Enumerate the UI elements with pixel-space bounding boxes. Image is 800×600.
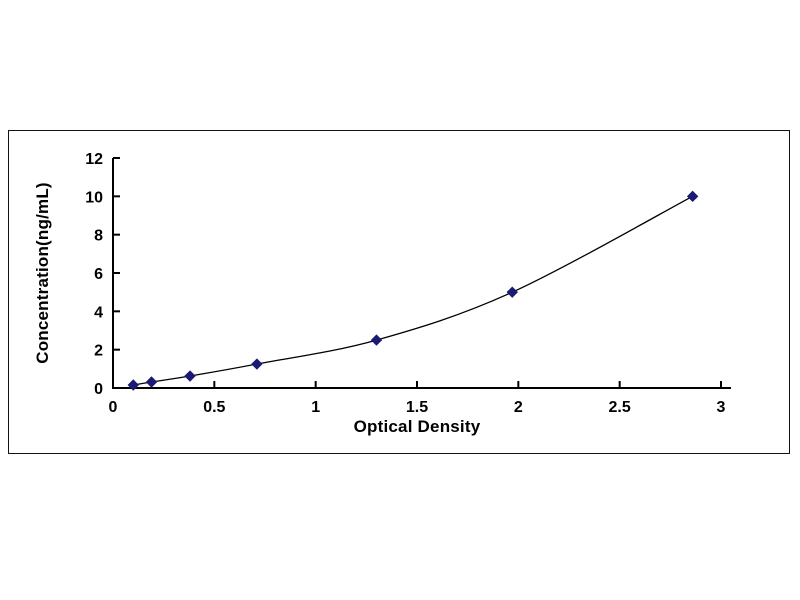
- data-point-marker: [370, 334, 383, 346]
- data-point-marker: [145, 376, 158, 388]
- x-tick-label: 0: [109, 399, 118, 416]
- x-tick-label: 1: [311, 399, 320, 416]
- y-tick-label: 0: [94, 381, 103, 398]
- x-tick-label: 2.5: [609, 399, 631, 416]
- y-tick-label: 10: [85, 189, 103, 206]
- standard-curve-chart: 0 0.5 1 1.5 2 2.5 3 0 2 4 6 8 10 12: [85, 151, 731, 416]
- x-tick-label: 3: [717, 399, 726, 416]
- y-tick-label: 6: [94, 266, 103, 283]
- data-point-marker: [686, 190, 699, 203]
- x-axis-title: Optical Density: [353, 417, 481, 436]
- y-tick-label: 12: [85, 151, 103, 168]
- y-tick-label: 8: [94, 228, 103, 245]
- y-axis-title: Concentration(ng/mL): [33, 182, 52, 364]
- y-tick-label: 4: [94, 304, 103, 321]
- y-tick-label: 2: [94, 343, 103, 360]
- data-point-marker: [127, 379, 139, 391]
- data-point-marker: [184, 370, 196, 382]
- x-tick-label: 0.5: [203, 399, 225, 416]
- x-tick-label: 2: [514, 399, 523, 416]
- x-tick-label: 1.5: [406, 399, 428, 416]
- curve-line: [133, 195, 693, 386]
- data-point-marker: [506, 286, 518, 298]
- chart-panel: 0 0.5 1 1.5 2 2.5 3 0 2 4 6 8 10 12 Optical Density C…: [8, 130, 790, 454]
- data-point-marker: [251, 358, 263, 370]
